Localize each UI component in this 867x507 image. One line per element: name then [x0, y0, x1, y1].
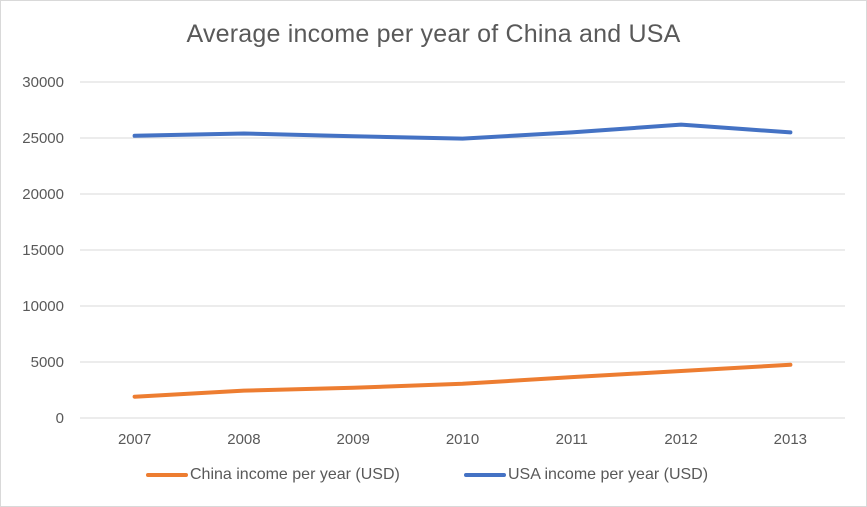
- legend-item-usa: USA income per year (USD): [464, 466, 708, 484]
- y-tick-label: 5000: [31, 354, 64, 371]
- x-tick-label: 2007: [118, 431, 151, 448]
- series-lines: [132, 122, 793, 399]
- legend-swatch-china: [146, 473, 188, 477]
- legend-item-china: China income per year (USD): [146, 466, 400, 484]
- y-tick-label: 25000: [22, 130, 64, 147]
- legend-swatch-usa: [464, 473, 506, 477]
- y-tick-label: 20000: [22, 186, 64, 203]
- series-line-china: [132, 362, 793, 399]
- chart-title: Average income per year of China and USA: [186, 20, 681, 48]
- legend-label-usa: USA income per year (USD): [508, 466, 709, 483]
- x-tick-label: 2013: [774, 431, 807, 448]
- x-tick-label: 2012: [664, 431, 697, 448]
- y-axis-ticks: 0 5000 10000 15000 20000 25000 30000: [22, 74, 64, 427]
- y-tick-label: 0: [56, 410, 64, 427]
- legend: China income per year (USD) USA income p…: [0, 466, 867, 490]
- x-tick-label: 2009: [337, 431, 370, 448]
- x-tick-label: 2011: [556, 431, 588, 448]
- y-tick-label: 10000: [22, 298, 64, 315]
- x-axis-ticks: 2007 2008 2009 2010 2011 2012 2013: [118, 431, 807, 448]
- x-tick-label: 2008: [227, 431, 260, 448]
- legend-label-china: China income per year (USD): [190, 466, 400, 483]
- y-tick-label: 30000: [22, 74, 64, 91]
- series-line-usa: [132, 122, 793, 141]
- y-tick-label: 15000: [22, 242, 64, 259]
- x-tick-label: 2010: [446, 431, 479, 448]
